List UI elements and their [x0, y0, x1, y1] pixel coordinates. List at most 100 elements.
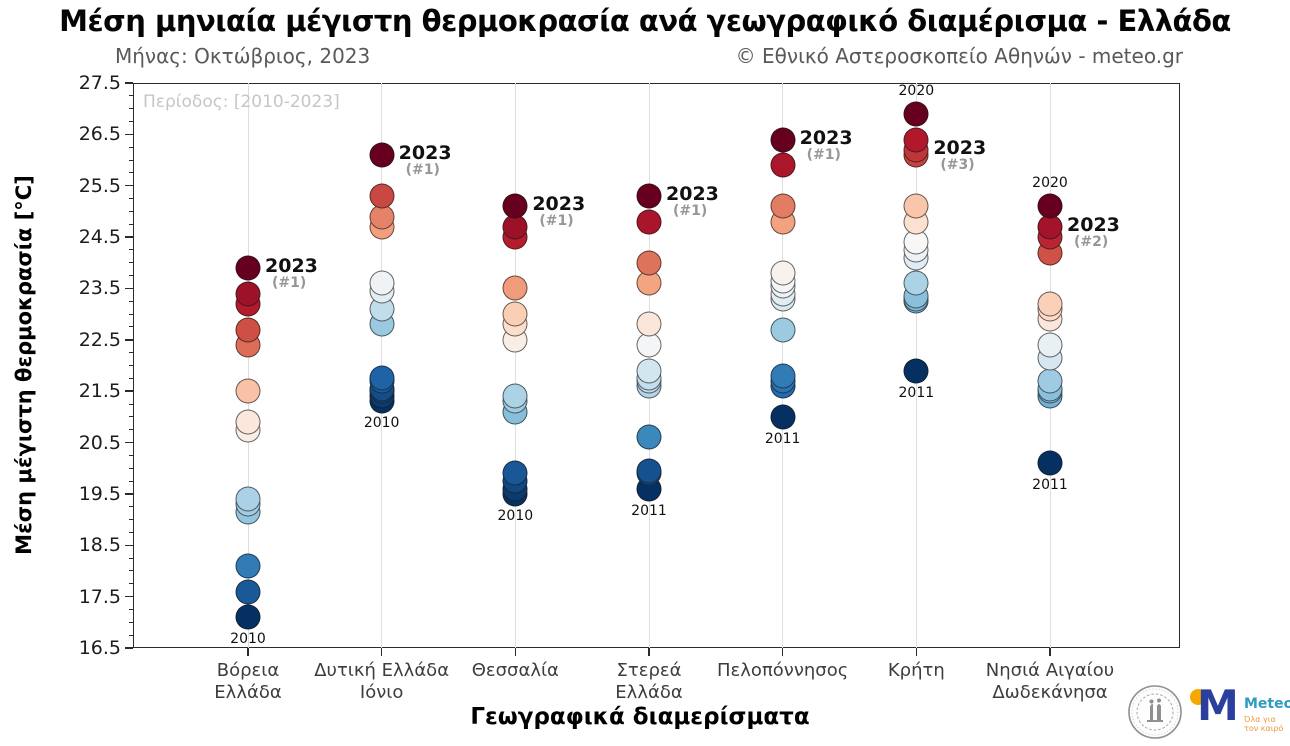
y-axis-minor-tick [129, 403, 133, 405]
annotation-year: 2020 [1032, 175, 1068, 192]
x-axis-tick [648, 648, 650, 656]
data-point [636, 250, 662, 276]
y-axis-tick [125, 441, 133, 444]
y-axis-minor-tick [129, 249, 133, 251]
x-axis-tick [380, 648, 383, 656]
annotation-2023: 2023 [1067, 213, 1120, 236]
y-axis-minor-tick [129, 198, 133, 200]
data-point [235, 579, 261, 604]
y-axis-minor-tick [129, 557, 133, 559]
y-axis-minor-tick [129, 365, 133, 366]
y-axis-minor-tick [129, 326, 133, 328]
data-point [770, 127, 796, 152]
y-axis-tick-label: 21.5 [78, 380, 121, 403]
x-axis-tick-label: Θεσσαλία [472, 660, 559, 682]
gridline [514, 83, 516, 648]
chart-title: Μέση μηνιαία μέγιστη θερμοκρασία ανά γεω… [59, 4, 1231, 38]
x-axis-tick-label-line: Δωδεκάνησα [992, 682, 1108, 703]
y-axis-tick [125, 133, 133, 136]
data-point [1037, 291, 1063, 317]
annotation-year: 2010 [230, 631, 266, 648]
y-axis-title: Μέση μέγιστη θερμοκρασία [°C] [12, 175, 36, 555]
y-axis-minor-tick [129, 121, 133, 123]
data-point [235, 378, 261, 404]
data-point [235, 281, 261, 307]
y-axis-minor-tick [129, 429, 133, 431]
x-axis-tick [781, 648, 784, 656]
x-axis-tick [1049, 648, 1051, 656]
y-axis-minor-tick [129, 519, 133, 521]
annotation-year: 2011 [764, 430, 801, 447]
x-axis-tick-label-line: Θεσσαλία [471, 660, 559, 681]
gridline [247, 83, 249, 648]
meteo-tagline: Όλα για τον καιρό [1244, 715, 1283, 733]
y-axis-tick [125, 390, 133, 392]
y-axis-tick-label: 22.5 [78, 328, 121, 351]
x-axis-tick [915, 648, 918, 656]
x-axis-tick-label-line: Ελλάδα [615, 682, 683, 703]
data-point [770, 193, 796, 219]
x-axis-tick-label-line: Βόρεια [216, 660, 280, 681]
data-point [235, 604, 261, 630]
y-axis-tick [125, 287, 133, 290]
y-axis-tick [125, 493, 133, 495]
annotation-2023-rank: (#1) [405, 161, 440, 178]
data-point [903, 101, 929, 127]
data-point [502, 460, 528, 486]
data-point [903, 127, 929, 152]
meteo-sun-icon [1190, 689, 1206, 705]
x-axis-tick-label: Στερεά Ελλάδα [615, 660, 682, 704]
x-axis-tick-label-line: Πελοπόννησος [717, 660, 849, 681]
y-axis-minor-tick [129, 506, 133, 508]
data-point [770, 260, 796, 286]
meteo-wordmark: Meteo [1244, 696, 1290, 712]
y-axis-tick [125, 236, 133, 238]
x-axis-tick [247, 648, 249, 656]
y-axis-tick-label: 26.5 [78, 123, 121, 146]
x-axis-tick-label-line: Ελλάδα [214, 682, 282, 703]
annotation-year: 2011 [898, 384, 935, 401]
y-axis-minor-tick [129, 454, 133, 456]
data-point [235, 486, 261, 512]
x-axis-tick-label-line: Στερεά [616, 660, 682, 681]
data-point [369, 183, 395, 209]
annotation-year: 2020 [898, 82, 935, 99]
y-axis-minor-tick [129, 210, 133, 212]
data-point [636, 311, 662, 337]
data-point [235, 553, 261, 579]
data-point [636, 424, 662, 450]
y-axis-minor-tick [129, 570, 133, 572]
data-point [369, 365, 395, 391]
data-point [502, 275, 528, 301]
y-axis-tick-label: 23.5 [78, 277, 121, 300]
data-point [636, 358, 662, 384]
annotation-2023-rank: (#1) [272, 274, 307, 291]
data-point [369, 204, 395, 230]
data-point [369, 270, 395, 296]
data-point [369, 142, 395, 168]
y-axis-tick-label: 25.5 [78, 174, 121, 197]
observatory-seal-icon [1128, 685, 1182, 739]
x-axis-tick-label-line: Νησιά Αιγαίου [985, 660, 1115, 681]
data-point [502, 193, 528, 219]
x-axis-tick-label-line: Κρήτη [887, 660, 945, 681]
y-axis-minor-tick [129, 377, 133, 379]
y-axis-minor-tick [129, 531, 133, 533]
annotation-2023-rank: (#3) [940, 156, 975, 173]
y-axis-minor-tick [129, 262, 133, 264]
data-point [770, 152, 796, 178]
data-point [636, 209, 662, 235]
y-axis-tick [125, 647, 133, 649]
annotation-2023: 2023 [666, 183, 719, 205]
y-axis-tick [125, 544, 133, 546]
y-axis-minor-tick [129, 223, 133, 225]
gridline [381, 83, 383, 648]
annotation-2023: 2023 [933, 136, 987, 159]
meteo-m-icon: M [1197, 681, 1239, 730]
data-point [502, 383, 528, 409]
y-axis-minor-tick [129, 467, 133, 469]
y-axis-tick-label: 27.5 [78, 72, 121, 94]
y-axis-minor-tick [129, 352, 133, 354]
data-point [903, 358, 929, 384]
